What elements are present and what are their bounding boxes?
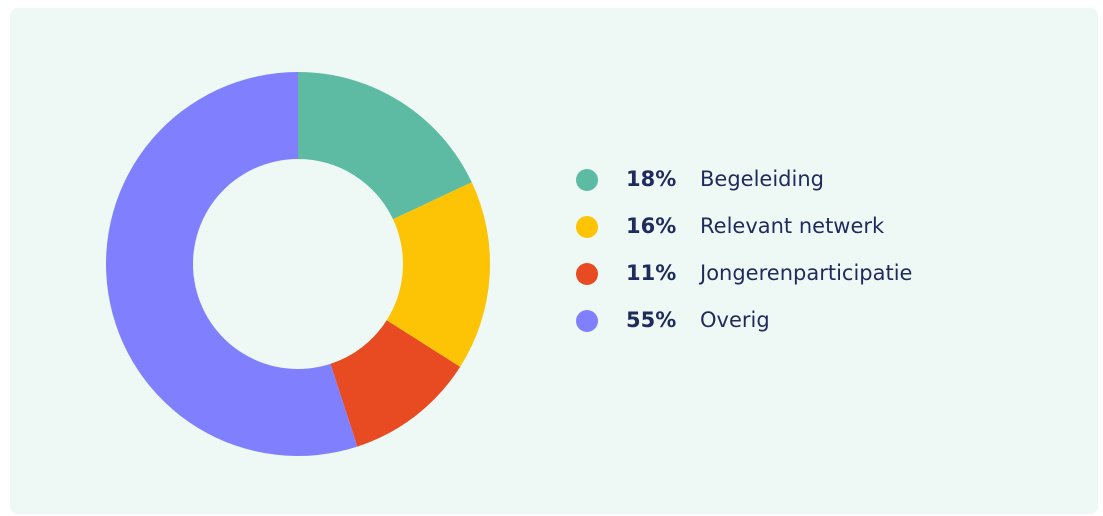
slice: [386, 182, 490, 367]
legend-value: 16%: [626, 214, 676, 238]
legend-label: Relevant netwerk: [700, 214, 885, 238]
legend-value: 18%: [626, 167, 676, 191]
legend-dot: [576, 169, 598, 191]
slice: [330, 320, 461, 447]
legend-value: 55%: [626, 308, 676, 332]
legend-label: Jongerenparticipatie: [698, 261, 912, 285]
legend-value: 11%: [626, 261, 676, 285]
slice: [105, 72, 358, 457]
legend-dot: [576, 263, 598, 285]
legend-label: Overig: [700, 308, 770, 332]
slice: [298, 72, 472, 220]
legend-dot: [576, 216, 598, 238]
legend-label: Begeleiding: [700, 167, 824, 191]
legend-dot: [576, 310, 598, 332]
